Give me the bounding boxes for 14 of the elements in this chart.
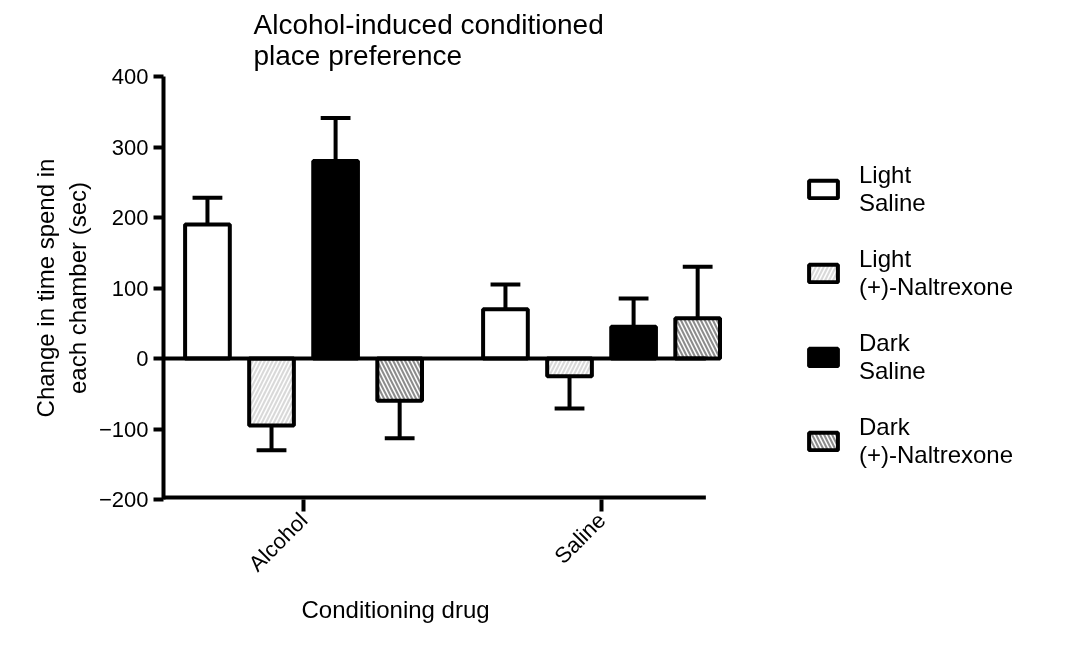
legend-label: Light Saline <box>859 161 926 217</box>
legend-label: Dark (+)-Naltrexone <box>859 413 1014 469</box>
chart-title: Alcohol-induced conditioned place preference <box>253 8 604 71</box>
y-tick-label: 300 <box>111 134 149 160</box>
y-tick-label: 200 <box>111 205 149 230</box>
x-axis-title: Conditioning drug <box>301 595 490 623</box>
legend-label: Light (+)-Naltrexone <box>859 245 1014 301</box>
y-tick-label: −200 <box>98 487 149 512</box>
legend-label: Dark Saline <box>859 329 926 385</box>
y-tick-label: 400 <box>111 64 149 89</box>
y-axis-title: Change in time spend in each chamber (sec) <box>31 158 91 418</box>
y-tick-label: 0 <box>136 346 149 371</box>
y-tick-label: 100 <box>111 275 149 301</box>
y-tick-label: −100 <box>98 416 149 442</box>
